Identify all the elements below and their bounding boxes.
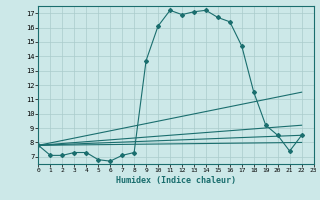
X-axis label: Humidex (Indice chaleur): Humidex (Indice chaleur) [116,176,236,185]
